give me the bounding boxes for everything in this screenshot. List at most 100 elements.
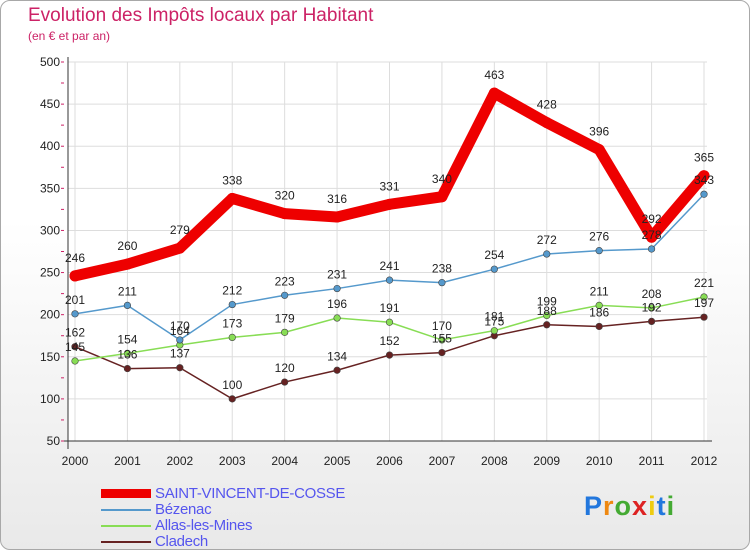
data-label: 155	[432, 332, 452, 346]
y-tick-label: 150	[40, 350, 60, 364]
data-point	[69, 270, 81, 282]
chart-subtitle: (en € et par an)	[28, 29, 111, 43]
data-point	[176, 336, 184, 344]
x-tick-label: 2005	[324, 454, 351, 468]
data-label: 246	[65, 251, 85, 265]
x-tick-label: 2006	[376, 454, 403, 468]
data-label: 241	[379, 259, 399, 273]
data-point	[436, 191, 448, 203]
y-tick-label: 500	[40, 55, 60, 69]
data-label: 428	[537, 98, 557, 112]
x-tick-label: 2000	[62, 454, 89, 468]
x-tick-label: 2007	[429, 454, 456, 468]
data-point	[490, 265, 498, 273]
data-point	[384, 198, 395, 210]
data-point	[333, 366, 341, 374]
legend-label-saint-vincent: SAINT-VINCENT-DE-COSSE	[155, 485, 346, 502]
data-label: 211	[118, 284, 137, 298]
data-label: 179	[275, 311, 295, 325]
logo-letter: r	[603, 491, 615, 521]
data-point	[331, 211, 343, 223]
y-tick-label: 250	[40, 266, 60, 280]
data-label: 145	[65, 340, 85, 354]
data-label: 100	[222, 378, 242, 392]
data-point	[121, 258, 133, 270]
data-label: 175	[484, 315, 504, 329]
data-point	[595, 322, 603, 331]
data-point	[698, 170, 710, 182]
data-label: 191	[379, 301, 399, 315]
data-label: 221	[694, 276, 714, 290]
data-point	[279, 208, 291, 220]
legend-swatch-cladech	[101, 541, 151, 543]
x-tick-label: 2003	[219, 454, 246, 468]
data-label: 260	[117, 239, 137, 253]
x-tick-label: 2004	[271, 454, 298, 468]
data-point	[438, 336, 446, 344]
data-label: 276	[589, 230, 609, 244]
data-label: 154	[117, 332, 137, 346]
data-label: 188	[537, 304, 557, 318]
proxiti-logo: Proxiti	[584, 491, 675, 522]
logo-letter: o	[614, 491, 633, 521]
data-point	[71, 357, 79, 365]
data-label: 343	[694, 173, 714, 187]
data-label: 331	[379, 179, 399, 193]
data-label: 254	[484, 248, 504, 262]
logo-letter: t	[656, 491, 667, 521]
data-label: 365	[694, 151, 714, 165]
data-label: 208	[642, 287, 662, 301]
data-point	[385, 351, 394, 359]
data-point	[700, 190, 708, 198]
data-point	[595, 301, 603, 310]
data-point	[123, 364, 132, 373]
data-label: 134	[327, 349, 347, 363]
legend-swatch-saint-vincent	[101, 489, 151, 498]
data-point	[543, 250, 551, 258]
data-label: 170	[432, 319, 452, 333]
y-tick-label: 400	[40, 139, 60, 153]
data-point	[71, 343, 79, 351]
data-point	[647, 245, 656, 253]
y-tick-label: 450	[40, 97, 60, 111]
data-label: 278	[642, 228, 662, 242]
data-label: 196	[327, 297, 347, 311]
x-tick-label: 2011	[639, 454, 665, 468]
x-tick-label: 2010	[586, 454, 613, 468]
legend-label-bezenac: Bézenac	[155, 501, 212, 518]
data-label: 152	[379, 334, 399, 348]
data-point	[647, 304, 656, 312]
data-label: 316	[327, 192, 347, 206]
data-label: 137	[170, 347, 190, 361]
data-point	[595, 247, 603, 255]
x-tick-label: 2008	[481, 454, 508, 468]
data-label: 136	[117, 348, 137, 362]
data-point	[228, 395, 236, 403]
data-label: 173	[222, 316, 242, 330]
data-label: 223	[275, 274, 295, 288]
x-tick-label: 2012	[691, 454, 718, 468]
y-tick-label: 100	[40, 392, 60, 406]
data-point	[123, 349, 132, 358]
data-label: 170	[170, 319, 190, 333]
data-label: 181	[484, 310, 504, 324]
data-point	[174, 242, 186, 254]
data-label: 340	[432, 172, 452, 186]
data-label: 463	[484, 68, 504, 82]
data-label: 231	[327, 268, 347, 282]
data-point	[281, 328, 289, 336]
data-point	[488, 87, 500, 99]
y-tick-label: 200	[40, 308, 60, 322]
data-point	[541, 117, 553, 129]
data-point	[333, 284, 341, 293]
data-point	[647, 317, 656, 326]
data-point	[543, 311, 551, 320]
logo-letter: i	[666, 491, 676, 521]
data-label: 211	[590, 284, 609, 298]
data-point	[385, 276, 394, 284]
logo-letter: x	[632, 491, 649, 521]
data-point	[438, 348, 446, 357]
data-point	[700, 293, 708, 301]
